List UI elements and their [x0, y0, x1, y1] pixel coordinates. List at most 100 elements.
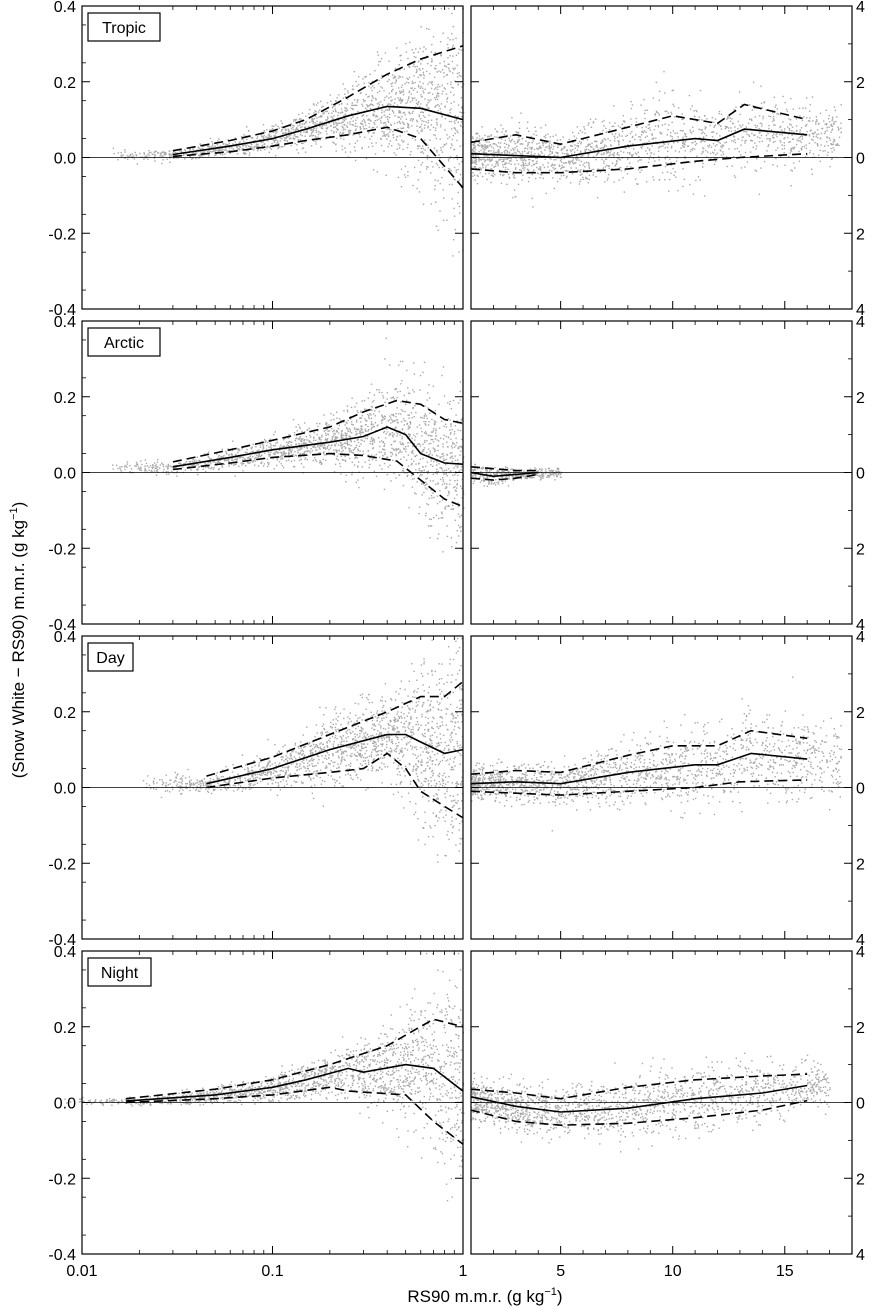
scatter-point: [577, 169, 579, 171]
scatter-point: [658, 120, 660, 122]
scatter-point: [831, 129, 833, 131]
scatter-point: [695, 109, 697, 112]
scatter-point: [546, 146, 548, 148]
scatter-point: [497, 164, 499, 166]
scatter-point: [281, 146, 284, 148]
scatter-point: [427, 62, 429, 65]
scatter-point: [227, 139, 229, 141]
scatter-point: [259, 455, 261, 457]
scatter-point: [828, 137, 831, 139]
scatter-point: [172, 467, 174, 469]
scatter-point: [583, 169, 585, 171]
scatter-point: [321, 444, 323, 446]
scatter-point: [129, 155, 131, 157]
scatter-point: [419, 458, 422, 460]
scatter-point: [369, 391, 371, 394]
scatter-point: [426, 477, 429, 479]
scatter-point: [410, 451, 413, 454]
scatter-point: [772, 118, 775, 120]
scatter-point: [616, 160, 618, 162]
scatter-point: [676, 157, 678, 159]
scatter-point: [496, 150, 499, 152]
scatter-point: [199, 143, 201, 145]
scatter-point: [497, 162, 499, 164]
scatter-point: [366, 435, 369, 438]
scatter-point: [392, 434, 394, 437]
scatter-point: [395, 431, 398, 433]
scatter-point: [433, 460, 435, 463]
scatter-point: [329, 125, 332, 127]
scatter-point: [366, 109, 368, 111]
scatter-point: [442, 476, 444, 479]
scatter-point: [639, 159, 641, 161]
scatter-point: [428, 454, 431, 456]
scatter-point: [534, 153, 536, 155]
scatter-point: [538, 147, 540, 150]
scatter-point: [435, 105, 437, 107]
scatter-point: [646, 135, 648, 137]
scatter-point: [357, 110, 359, 113]
scatter-point: [402, 443, 405, 446]
scatter-point: [395, 449, 398, 452]
scatter-point: [658, 156, 660, 158]
scatter-point: [591, 146, 593, 148]
scatter-point: [528, 158, 530, 161]
scatter-point: [393, 449, 395, 451]
scatter-point: [287, 437, 289, 439]
scatter-point: [461, 86, 463, 88]
scatter-point: [225, 149, 227, 151]
scatter-point: [348, 447, 350, 449]
scatter-point: [648, 148, 651, 150]
scatter-point: [522, 161, 524, 163]
scatter-point: [423, 120, 425, 123]
scatter-point: [341, 125, 343, 128]
scatter-point: [724, 141, 726, 144]
scatter-point: [452, 134, 454, 137]
scatter-point: [422, 90, 424, 92]
scatter-point: [237, 148, 239, 150]
scatter-point: [266, 145, 269, 147]
scatter-point: [796, 139, 798, 141]
scatter-point: [450, 170, 452, 172]
scatter-point: [201, 152, 204, 154]
scatter-point: [416, 130, 419, 132]
scatter-point: [585, 177, 587, 180]
scatter-point: [451, 447, 454, 449]
scatter-point: [385, 174, 387, 176]
scatter-point: [677, 107, 680, 109]
scatter-point: [293, 132, 295, 135]
scatter-point: [224, 153, 226, 155]
scatter-point: [460, 514, 462, 517]
scatter-point: [143, 152, 145, 154]
scatter-point: [636, 126, 638, 128]
scatter-point: [707, 145, 709, 147]
scatter-point: [335, 442, 338, 444]
scatter-point: [692, 126, 694, 129]
scatter-point: [241, 138, 243, 140]
scatter-point: [657, 124, 659, 127]
scatter-point: [283, 445, 285, 447]
scatter-point: [374, 123, 376, 125]
scatter-point: [683, 143, 685, 145]
scatter-point: [247, 145, 250, 147]
scatter-point: [233, 464, 235, 466]
scatter-point: [754, 116, 756, 118]
scatter-point: [436, 95, 438, 97]
scatter-point: [456, 72, 459, 75]
scatter-point: [155, 467, 158, 470]
scatter-point: [474, 166, 476, 168]
scatter-point: [370, 87, 372, 89]
scatter-point: [338, 122, 340, 124]
scatter-point: [552, 145, 555, 148]
scatter-point: [344, 124, 346, 126]
scatter-point: [433, 147, 436, 149]
scatter-point: [300, 438, 303, 440]
scatter-point: [423, 432, 426, 434]
scatter-point: [563, 146, 565, 148]
scatter-point: [714, 118, 717, 120]
scatter-point: [280, 126, 283, 128]
scatter-point: [762, 117, 764, 120]
scatter-point: [505, 162, 508, 164]
scatter-point: [441, 483, 444, 486]
scatter-point: [337, 459, 339, 461]
